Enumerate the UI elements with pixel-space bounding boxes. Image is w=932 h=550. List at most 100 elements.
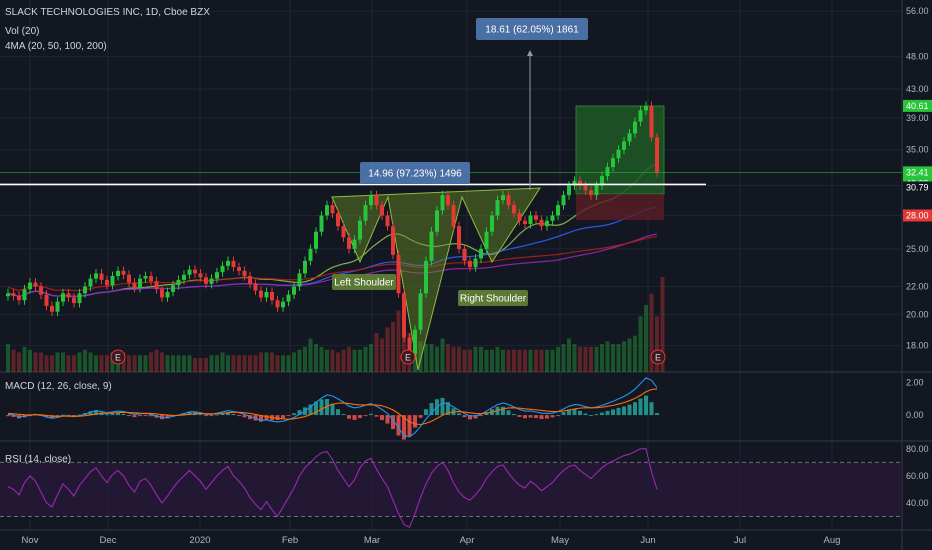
volume-bar <box>446 344 450 372</box>
macd-histogram-bar <box>6 415 10 417</box>
candles <box>6 101 659 359</box>
candle-body <box>105 279 109 286</box>
candle-body <box>616 149 621 159</box>
volume-bar <box>363 346 368 372</box>
volume-bar <box>33 352 38 372</box>
candle-body <box>94 273 98 279</box>
macd-histogram-bar <box>479 415 483 417</box>
volume-bar <box>231 355 236 372</box>
right-shoulder-label-box <box>458 290 528 306</box>
volume-bar <box>451 346 456 372</box>
volume-bar <box>512 349 516 372</box>
macd-histogram-bar <box>319 399 324 416</box>
candle-body <box>627 133 632 142</box>
price-badge-bg <box>903 181 932 194</box>
candle-body <box>44 294 49 306</box>
candle-body <box>517 213 522 221</box>
volume-bar <box>248 355 252 372</box>
volume-bar <box>341 349 346 372</box>
candle-body <box>605 167 610 177</box>
price-tick-label: 35.00 <box>906 145 929 155</box>
volume-bar <box>644 304 648 372</box>
candle-body <box>495 200 500 216</box>
rsi-band <box>0 462 902 517</box>
macd-histogram-bar <box>627 404 632 416</box>
candle-body <box>369 195 373 206</box>
candle-body <box>484 231 489 249</box>
volume-bar <box>121 352 126 372</box>
earnings-marker-label: E <box>115 353 121 363</box>
rsi-line <box>7 448 658 529</box>
ma-legend: 4MA (20, 50, 100, 200) <box>5 41 107 52</box>
candle-body <box>11 293 16 297</box>
measure-label-2: 18.61 (62.05%) 1861 <box>485 25 579 36</box>
price-tick-label: 20.00 <box>906 310 929 320</box>
candle-body <box>171 285 175 292</box>
price-badge-bg <box>903 166 932 179</box>
macd-histogram-bar <box>473 415 478 419</box>
candle-body <box>352 239 357 249</box>
volume-bar <box>193 358 197 372</box>
candle-body <box>231 260 236 268</box>
candle-body <box>638 110 643 122</box>
macd-histogram-bar <box>286 415 291 417</box>
macd-histogram-bar <box>363 415 368 417</box>
volume-bar <box>523 349 527 372</box>
candle-body <box>550 215 555 221</box>
volume-bar <box>17 352 21 372</box>
measure-label-1-box <box>360 162 470 184</box>
volume-bar <box>138 355 142 372</box>
candle-body <box>248 276 252 284</box>
macd-line <box>7 377 658 438</box>
candle-body <box>418 293 423 330</box>
volume-bar <box>77 352 82 372</box>
earnings-marker <box>110 349 126 365</box>
macd-legend: MACD (12, 26, close, 9) <box>5 381 112 392</box>
candle-body <box>391 226 395 255</box>
macd-histogram-bar <box>391 415 395 430</box>
volume-bar <box>39 352 43 372</box>
macd-histogram-bar <box>127 415 131 417</box>
time-tick-label: May <box>551 535 569 546</box>
candle-body <box>523 220 527 225</box>
macd-histogram-bar <box>649 402 654 416</box>
volume-bar <box>583 346 588 372</box>
macd-histogram-bar <box>638 398 643 416</box>
candle-body <box>22 289 27 301</box>
macd-histogram-bar <box>132 415 137 418</box>
ma200-line <box>7 236 658 292</box>
macd-histogram-bar <box>512 413 516 416</box>
candle-body <box>622 141 626 150</box>
volume-legend: Vol (20) <box>5 26 40 37</box>
macd-histogram-bar <box>611 409 615 416</box>
candle-body <box>655 137 659 173</box>
candle-body <box>407 337 412 354</box>
price-tick-label: 56.00 <box>906 6 929 16</box>
candle-body <box>435 210 439 232</box>
macd-histogram-bar <box>297 410 302 416</box>
volume-bar <box>572 344 577 372</box>
candle-body <box>6 293 10 297</box>
candle-body <box>528 215 533 225</box>
macd-histogram-bar <box>440 397 445 416</box>
volume-bar <box>303 346 307 372</box>
volume-bar <box>611 344 615 372</box>
candle-body <box>176 279 181 286</box>
volume-bar <box>655 316 659 372</box>
macd-histogram-bar <box>242 415 247 418</box>
time-tick-label: Jul <box>734 535 746 546</box>
rsi-tick-label: 40.00 <box>906 498 929 508</box>
candle-body <box>512 205 516 214</box>
candle-body <box>649 105 654 138</box>
volume-bar <box>396 310 401 372</box>
macd-histogram-bar <box>539 415 544 419</box>
candle-body <box>182 274 186 280</box>
macd-histogram-bar <box>578 410 582 416</box>
measure-label-1: 14.96 (97.23%) 1496 <box>368 169 462 180</box>
price-badge: 28.00 <box>906 210 929 220</box>
macd-histogram-bar <box>198 413 203 416</box>
candle-body <box>539 219 544 227</box>
volume-bar <box>391 321 395 372</box>
volume-bar <box>182 355 186 372</box>
